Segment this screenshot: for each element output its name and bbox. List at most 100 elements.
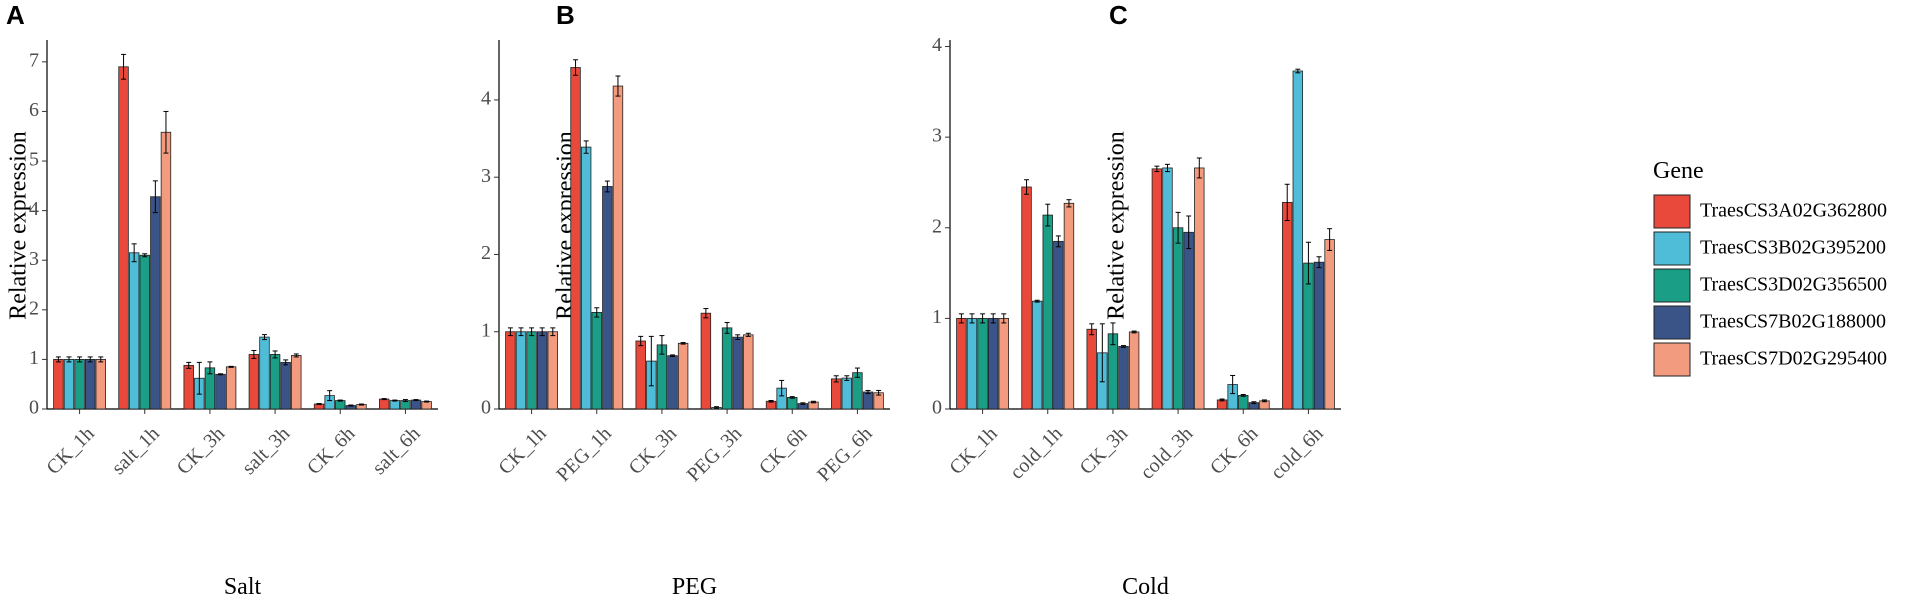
y-tick-label: 4	[481, 88, 491, 110]
bar	[1031, 300, 1043, 410]
bar	[379, 398, 390, 410]
bar	[150, 196, 161, 410]
bar	[1282, 201, 1293, 410]
legend-label: TraesCS3A02G362800	[1700, 200, 1887, 222]
chart-panel-c: C Relative expression Cold 0 1 2 3 4 CK_1h cold_1…	[932, 0, 1341, 600]
bar	[1021, 186, 1032, 410]
y-tick-label: 2	[932, 215, 942, 237]
bar	[831, 378, 842, 410]
bar	[259, 336, 270, 410]
legend: Gene TraesCS3A02G362800 TraesCS3B02G39520…	[1653, 158, 1887, 377]
y-axis-label: Relative expression	[1104, 131, 1130, 320]
bar	[612, 85, 624, 410]
bar	[1303, 262, 1314, 410]
panel-letter: B	[556, 0, 575, 30]
bar	[987, 317, 999, 410]
bar	[389, 400, 401, 410]
x-tick-label: cold_1h	[1006, 423, 1067, 484]
x-tick-label: salt_1h	[107, 423, 163, 479]
bar	[128, 252, 140, 410]
legend-title: Gene	[1653, 158, 1704, 184]
bar	[335, 400, 346, 410]
x-tick-label: cold_3h	[1136, 423, 1197, 484]
legend-label: TraesCS7B02G188000	[1700, 311, 1886, 333]
bar	[1183, 231, 1194, 410]
bar	[63, 359, 75, 410]
bar	[700, 312, 712, 410]
bar	[1128, 331, 1140, 410]
bar	[1292, 70, 1304, 410]
y-tick-label: 4	[932, 34, 942, 56]
x-tick-label: salt_3h	[238, 423, 294, 479]
x-tick-label: CK_6h	[1206, 423, 1262, 479]
bar	[118, 66, 129, 410]
bar	[526, 331, 537, 410]
y-tick-label: 0	[932, 397, 942, 419]
bar	[732, 336, 743, 410]
y-tick-label: 2	[29, 297, 39, 319]
x-tick-label: CK_1h	[42, 423, 98, 479]
x-tick-label: CK_3h	[625, 423, 681, 479]
bar	[280, 361, 291, 410]
x-tick-label: PEG_1h	[552, 423, 615, 486]
y-tick-label: 2	[481, 242, 491, 264]
x-tick-label: salt_6h	[368, 423, 424, 479]
bar	[602, 186, 613, 410]
bar	[269, 354, 281, 410]
bar	[677, 342, 689, 410]
x-tick-label: PEG_6h	[813, 423, 876, 486]
y-tick-label: 3	[932, 125, 942, 147]
legend-swatch	[1653, 194, 1691, 229]
bar	[977, 317, 988, 410]
bar	[841, 377, 853, 410]
legend-swatch	[1653, 231, 1691, 266]
bar	[591, 312, 602, 410]
bar	[1238, 395, 1249, 410]
x-axis-label: Salt	[224, 574, 262, 600]
bar	[183, 364, 194, 410]
bar	[966, 317, 978, 410]
bar	[84, 359, 96, 410]
bar	[667, 355, 678, 410]
bar	[53, 359, 64, 410]
legend-entry: TraesCS3A02G362800	[1653, 194, 1887, 229]
bar	[421, 401, 432, 410]
bar	[998, 317, 1009, 410]
x-tick-label: CK_3h	[173, 423, 229, 479]
x-tick-label: CK_3h	[1076, 423, 1132, 479]
y-tick-label: 1	[29, 347, 39, 369]
bar	[862, 391, 874, 410]
bar	[1324, 239, 1335, 410]
bar	[410, 399, 422, 410]
bar	[787, 397, 798, 410]
panel-letter: A	[6, 0, 25, 30]
legend-entry: TraesCS3D02G356500	[1653, 268, 1887, 303]
x-tick-label: CK_1h	[494, 423, 550, 479]
x-tick-label: CK_6h	[303, 423, 359, 479]
legend-label: TraesCS7D02G295400	[1700, 348, 1887, 370]
bar	[291, 355, 302, 410]
legend-label: TraesCS3D02G356500	[1700, 274, 1887, 296]
y-tick-label: 1	[932, 306, 942, 328]
bar	[580, 146, 592, 410]
y-axis-label: Relative expression	[6, 131, 32, 320]
bar	[721, 327, 733, 410]
y-tick-label: 7	[29, 49, 39, 71]
y-tick-label: 3	[29, 248, 39, 270]
x-axis-label: Cold	[1122, 574, 1169, 600]
bar	[1194, 167, 1205, 410]
bar	[536, 331, 548, 410]
x-tick-label: cold_6h	[1266, 423, 1327, 484]
legend-entry: TraesCS7D02G295400	[1653, 342, 1887, 377]
y-tick-label: 0	[481, 397, 491, 419]
bar	[1151, 168, 1163, 410]
x-tick-label: PEG_3h	[683, 423, 746, 486]
legend-swatch	[1653, 305, 1691, 340]
y-tick-label: 1	[481, 319, 491, 341]
y-tick-label: 5	[29, 149, 39, 171]
bar	[1162, 167, 1173, 410]
bar	[225, 366, 237, 410]
bar	[95, 359, 106, 410]
